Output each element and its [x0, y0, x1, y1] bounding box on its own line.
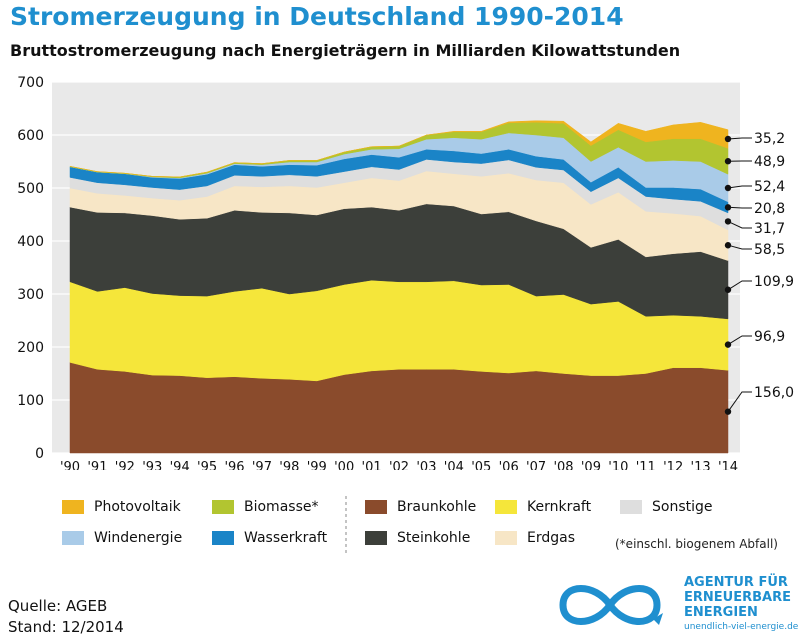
logo-url: unendlich-viel-energie.de: [684, 622, 799, 632]
legend-item-sonstige: Sonstige: [620, 499, 713, 515]
y-tick-label: 200: [17, 340, 44, 356]
date-text: Stand: 12/2014: [8, 618, 124, 636]
end-label-dot: [724, 218, 732, 225]
x-tick-label: '11: [636, 460, 656, 470]
legend-label: Wasserkraft: [244, 530, 328, 546]
y-tick-label: 500: [17, 181, 44, 197]
x-tick-label: '95: [197, 460, 217, 470]
legend-label: Erdgas: [527, 530, 576, 546]
end-label: 31,7: [754, 221, 785, 237]
legend-swatch: [365, 500, 387, 514]
x-tick-label: '03: [416, 460, 436, 470]
end-label-dot: [724, 158, 732, 165]
legend-item-braunkohle: Braunkohle: [365, 499, 476, 515]
end-label-leader: [727, 280, 752, 291]
legend-label: Braunkohle: [397, 499, 477, 515]
legend-item-wasserkraft: Wasserkraft: [212, 530, 327, 546]
logo-line-2: ERNEUERBARE: [684, 590, 791, 605]
x-tick-label: '12: [663, 460, 683, 470]
source-block: Quelle: AGEB Stand: 12/2014: [8, 596, 124, 638]
infinity-logo-icon: [559, 585, 663, 625]
end-label: 58,5: [754, 242, 785, 258]
legend-item-biomasse: Biomasse*: [212, 499, 318, 515]
x-tick-label: '94: [170, 460, 190, 470]
x-tick-label: '98: [279, 460, 299, 470]
legend-swatch: [365, 531, 387, 545]
legend-swatch: [62, 531, 84, 545]
end-label-leader: [727, 206, 752, 209]
chart-subtitle: Bruttostromerzeugung nach Energieträgern…: [10, 41, 681, 60]
end-label: 20,8: [754, 201, 785, 217]
end-label: 52,4: [754, 179, 785, 195]
end-label: 48,9: [754, 154, 785, 170]
stacked-area-chart: 0 100 200 300 400 500 600 700 '90 '91 '92 '93 '94 '9…: [17, 75, 794, 470]
y-tick-label: 0: [35, 446, 44, 462]
x-tick-label: '01: [362, 460, 382, 470]
x-tick-label: '06: [499, 460, 519, 470]
y-tick-label: 400: [17, 234, 44, 250]
x-tick-label: '09: [581, 460, 601, 470]
y-tick-label: 300: [17, 287, 44, 303]
end-label-dot: [724, 341, 732, 348]
end-label: 96,9: [754, 329, 785, 345]
legend-divider: [345, 496, 347, 554]
x-tick-label: '02: [389, 460, 409, 470]
x-tick-label: '14: [718, 460, 738, 470]
logo-line-3: ENERGIEN: [684, 605, 758, 620]
logo-wordmark: AGENTUR FÜR ERNEUERBARE ENERGIEN unendli…: [684, 575, 798, 635]
chart-title: Stromerzeugung in Deutschland 1990-2014: [10, 2, 624, 31]
legend-item-steinkohle: Steinkohle: [365, 530, 470, 546]
x-tick-label: '93: [142, 460, 162, 470]
x-tick-label: '07: [526, 460, 546, 470]
x-tick-label: '08: [553, 460, 573, 470]
end-label: 156,0: [754, 385, 794, 401]
legend-label: Photovoltaik: [94, 499, 181, 515]
x-tick-label: '04: [444, 460, 464, 470]
legend-swatch: [495, 531, 517, 545]
end-label: 35,2: [754, 131, 785, 147]
y-tick-label: 100: [17, 393, 44, 409]
source-text: Quelle: AGEB: [8, 597, 108, 615]
area-braunkohle: [69, 362, 729, 454]
legend-item-erdgas: Erdgas: [495, 530, 575, 546]
legend-swatch: [62, 500, 84, 514]
x-tick-label: '91: [87, 460, 107, 470]
end-label-leader: [727, 137, 752, 140]
legend-swatch: [212, 500, 234, 514]
end-label-leader: [727, 220, 752, 229]
end-label-leader: [727, 335, 752, 346]
end-label: 109,9: [754, 274, 794, 290]
legend-item-kernkraft: Kernkraft: [495, 499, 591, 515]
end-label-leader: [727, 185, 752, 189]
end-label-leader: [727, 244, 752, 250]
legend-label: Biomasse*: [244, 499, 319, 515]
legend-label: Steinkohle: [397, 530, 471, 546]
legend-label: Windenergie: [94, 530, 183, 546]
legend-swatch: [212, 531, 234, 545]
x-tick-label: '90: [60, 460, 80, 470]
x-tick-label: '05: [471, 460, 491, 470]
legend-item-photovoltaik: Photovoltaik: [62, 499, 181, 515]
y-tick-label: 700: [17, 75, 44, 91]
legend-swatch: [620, 500, 642, 514]
y-tick-label: 600: [17, 128, 44, 144]
x-tick-label: '10: [608, 460, 628, 470]
x-tick-label: '99: [307, 460, 327, 470]
x-tick-label: '00: [334, 460, 354, 470]
x-tick-label: '96: [224, 460, 244, 470]
legend-footnote: (*einschl. biogenem Abfall): [615, 537, 778, 551]
x-tick-label: '92: [115, 460, 135, 470]
x-tick-label: '13: [691, 460, 711, 470]
legend-label: Sonstige: [652, 499, 713, 515]
logo-line-1: AGENTUR FÜR: [684, 575, 788, 590]
legend-item-windenergie: Windenergie: [62, 530, 182, 546]
legend-label: Kernkraft: [527, 499, 592, 515]
end-label-leader: [727, 391, 752, 412]
legend-swatch: [495, 500, 517, 514]
x-tick-label: '97: [252, 460, 272, 470]
